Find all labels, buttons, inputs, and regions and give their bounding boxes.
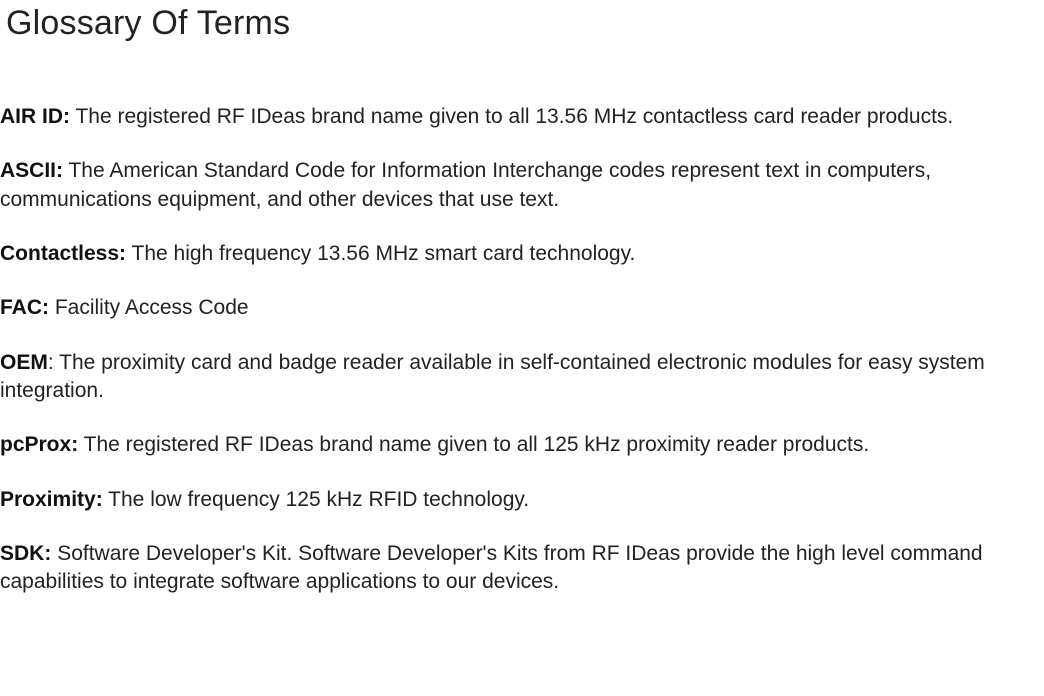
glossary-term: FAC: [0, 296, 49, 319]
glossary-term: OEM [0, 351, 48, 374]
glossary-entry: SDK: Software Developer's Kit. Software … [0, 540, 1038, 597]
glossary-entry: ASCII: The American Standard Code for In… [0, 157, 1038, 214]
glossary-entry: pcProx: The registered RF IDeas brand na… [0, 431, 1038, 459]
page-title: Glossary Of Terms [6, 4, 1044, 43]
glossary-term: Proximity: [0, 488, 103, 511]
glossary-term: Contactless: [0, 242, 126, 265]
glossary-page: Glossary Of Terms AIR ID: The registered… [0, 4, 1044, 597]
glossary-definition: The American Standard Code for Informati… [0, 159, 931, 210]
glossary-definition: The proximity card and badge reader avai… [0, 351, 985, 402]
glossary-term: SDK: [0, 542, 51, 565]
glossary-definition: Facility Access Code [55, 296, 249, 319]
glossary-term: pcProx: [0, 433, 78, 456]
glossary-definition: The low frequency 125 kHz RFID technolog… [108, 488, 529, 511]
glossary-list: AIR ID: The registered RF IDeas brand na… [0, 103, 1044, 597]
glossary-definition: Software Developer's Kit. Software Devel… [0, 542, 983, 593]
glossary-definition: The high frequency 13.56 MHz smart card … [132, 242, 636, 265]
glossary-separator: : [48, 351, 59, 374]
glossary-entry: Contactless: The high frequency 13.56 MH… [0, 240, 1038, 268]
glossary-term: ASCII: [0, 159, 63, 182]
glossary-entry: Proximity: The low frequency 125 kHz RFI… [0, 486, 1038, 514]
glossary-entry: OEM: The proximity card and badge reader… [0, 349, 1038, 406]
glossary-definition: The registered RF IDeas brand name given… [75, 105, 953, 128]
glossary-definition: The registered RF IDeas brand name given… [84, 433, 870, 456]
glossary-term: AIR ID: [0, 105, 70, 128]
glossary-entry: FAC: Facility Access Code [0, 294, 1038, 322]
glossary-entry: AIR ID: The registered RF IDeas brand na… [0, 103, 1038, 131]
